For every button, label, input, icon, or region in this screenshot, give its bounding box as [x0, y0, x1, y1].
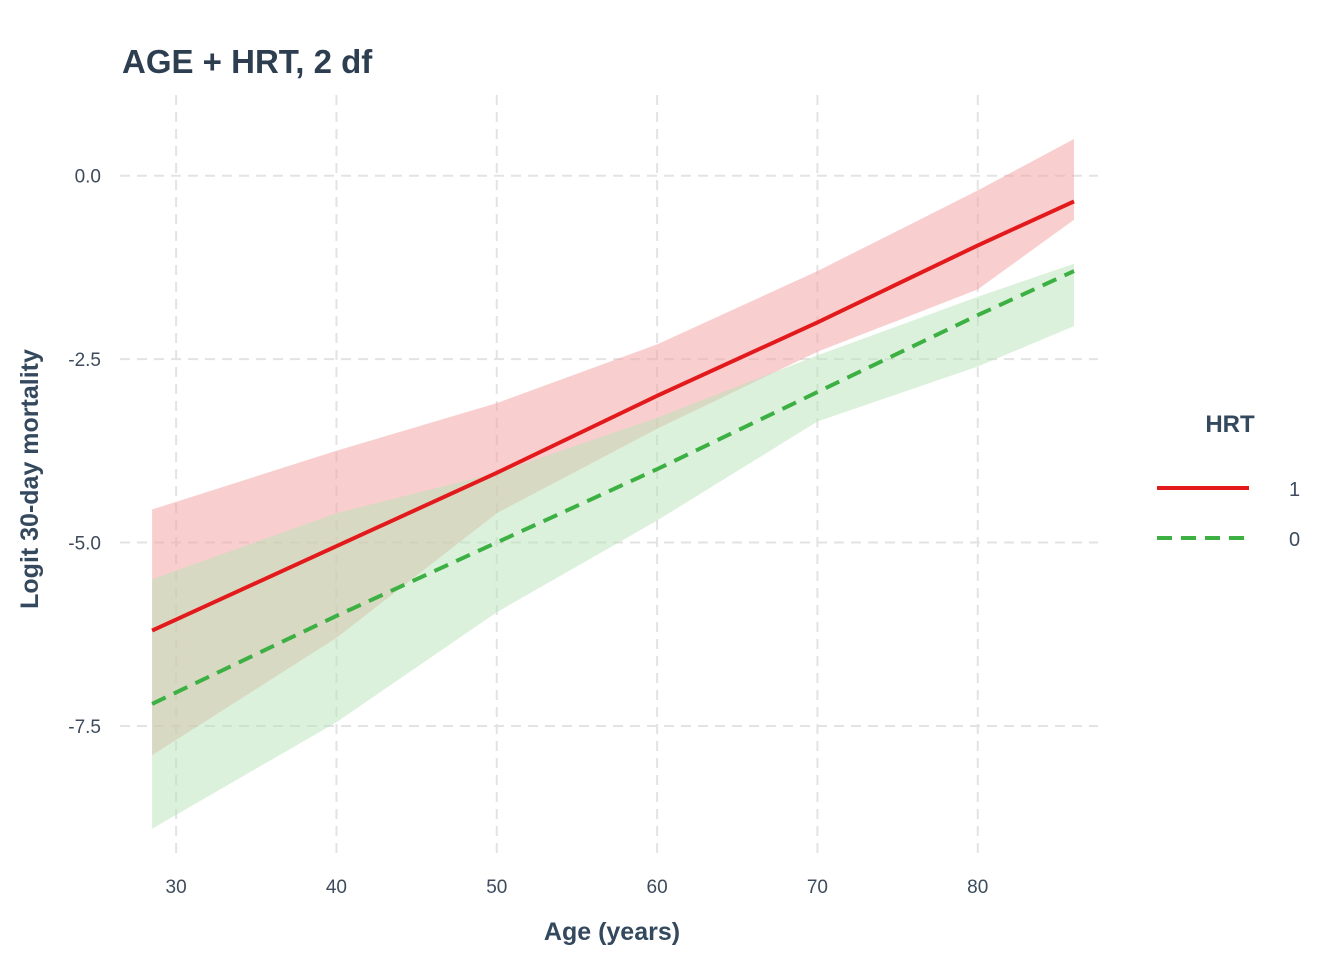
confidence-band-hrt-0 [152, 263, 1075, 829]
legend-item-hrt-1: 1 [1157, 479, 1300, 501]
x-axis-title: Age (years) [544, 918, 680, 946]
y-tick-label: 0.0 [75, 167, 101, 188]
y-tick-label: -7.5 [68, 717, 101, 738]
x-tick-label: 60 [647, 877, 668, 898]
legend-label: 1 [1289, 479, 1300, 501]
legend-item-hrt-0: 0 [1157, 529, 1300, 551]
legend-label: 0 [1289, 529, 1300, 551]
chart-title: AGE + HRT, 2 df [122, 43, 373, 80]
y-axis-title: Logit 30-day mortality [16, 349, 44, 609]
x-tick-label: 40 [326, 877, 347, 898]
x-tick-label: 70 [807, 877, 828, 898]
legend: HRT 10 [1157, 411, 1300, 551]
x-tick-label: 80 [967, 877, 988, 898]
x-tick-label: 30 [166, 877, 187, 898]
y-tick-label: -5.0 [68, 534, 101, 555]
legend-title: HRT [1205, 411, 1255, 438]
series-line-hrt-0 [151, 269, 1075, 706]
y-axis-ticks: 0.0 -2.5 -5.0 -7.5 [68, 167, 101, 738]
series-lines [151, 199, 1075, 706]
confidence-bands [152, 139, 1075, 829]
x-tick-label: 50 [486, 877, 507, 898]
x-axis-ticks: 30 40 50 60 70 80 [166, 877, 989, 898]
y-tick-label: -2.5 [68, 350, 101, 371]
series-line-hrt-1 [151, 199, 1075, 633]
legend-items: 10 [1157, 479, 1300, 551]
